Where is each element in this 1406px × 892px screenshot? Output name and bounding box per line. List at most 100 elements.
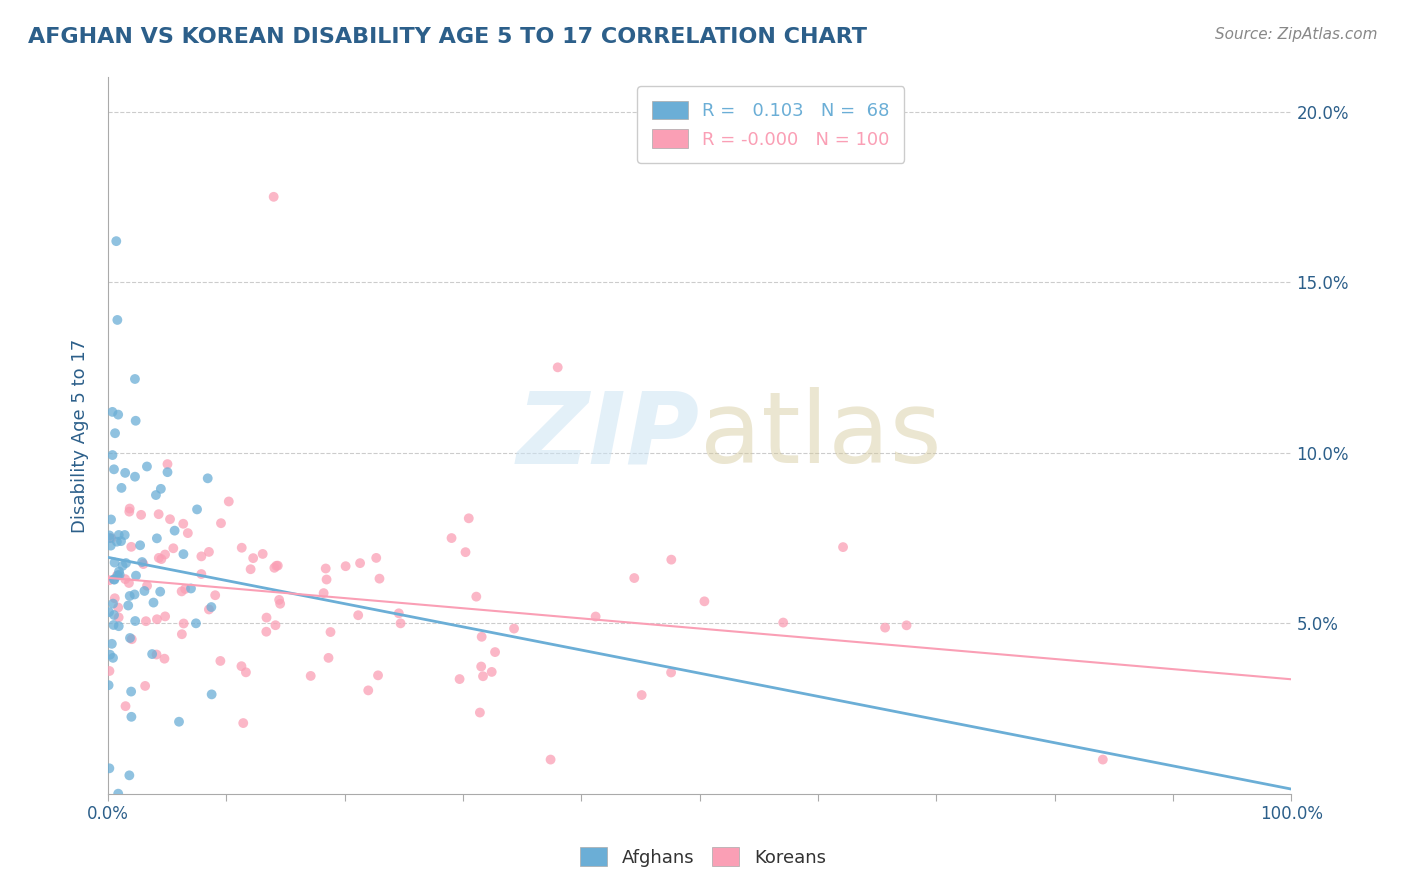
Point xyxy=(103,607,125,622)
Point xyxy=(149,482,172,496)
Text: ZIP: ZIP xyxy=(517,387,700,484)
Point xyxy=(98,648,121,662)
Point xyxy=(103,573,125,587)
Point xyxy=(172,516,194,531)
Point xyxy=(503,622,526,636)
Point xyxy=(263,190,285,204)
Point xyxy=(118,576,141,591)
Point xyxy=(267,558,290,573)
Point xyxy=(111,558,134,573)
Point xyxy=(177,526,200,541)
Point xyxy=(472,669,495,683)
Point xyxy=(256,610,278,624)
Point xyxy=(114,572,136,586)
Point xyxy=(105,234,128,248)
Point xyxy=(186,502,208,516)
Point xyxy=(159,512,181,526)
Point xyxy=(547,360,569,375)
Point xyxy=(368,572,391,586)
Point xyxy=(585,609,607,624)
Point xyxy=(197,471,219,485)
Point xyxy=(1091,753,1114,767)
Point xyxy=(107,619,129,633)
Point xyxy=(254,624,277,639)
Point xyxy=(121,632,143,647)
Point xyxy=(162,541,184,556)
Point xyxy=(204,588,226,602)
Point xyxy=(389,616,412,631)
Point xyxy=(184,616,207,631)
Point xyxy=(201,687,224,701)
Point xyxy=(349,556,371,570)
Legend: Afghans, Koreans: Afghans, Koreans xyxy=(572,840,834,874)
Point xyxy=(100,531,122,545)
Point xyxy=(103,618,125,632)
Point xyxy=(148,507,170,521)
Point xyxy=(153,651,176,665)
Point xyxy=(104,426,127,441)
Point xyxy=(114,699,136,714)
Point xyxy=(115,556,138,570)
Point xyxy=(630,688,652,702)
Point xyxy=(231,541,253,555)
Point xyxy=(231,659,253,673)
Point xyxy=(470,659,492,673)
Point xyxy=(101,448,124,462)
Point xyxy=(107,787,129,801)
Point xyxy=(101,597,124,611)
Point xyxy=(335,559,357,574)
Point xyxy=(659,665,682,680)
Point xyxy=(124,372,146,386)
Point xyxy=(357,683,380,698)
Point xyxy=(134,584,156,599)
Point xyxy=(108,565,131,579)
Point xyxy=(832,540,855,554)
Point xyxy=(242,551,264,566)
Point xyxy=(134,679,156,693)
Point xyxy=(153,609,176,624)
Point xyxy=(239,562,262,576)
Point xyxy=(118,589,141,603)
Point xyxy=(167,714,190,729)
Point xyxy=(209,654,232,668)
Y-axis label: Disability Age 5 to 17: Disability Age 5 to 17 xyxy=(72,338,89,533)
Point xyxy=(457,511,479,525)
Point xyxy=(235,665,257,680)
Point xyxy=(218,494,240,508)
Point xyxy=(875,621,897,635)
Point xyxy=(198,545,221,559)
Point xyxy=(148,550,170,565)
Point xyxy=(659,552,682,566)
Point xyxy=(481,665,503,679)
Point xyxy=(772,615,794,630)
Point xyxy=(98,528,121,542)
Point xyxy=(366,550,388,565)
Point xyxy=(98,531,121,545)
Point xyxy=(104,591,127,606)
Point xyxy=(103,572,125,586)
Point xyxy=(263,561,285,575)
Point xyxy=(266,558,288,573)
Point xyxy=(484,645,506,659)
Point xyxy=(465,590,488,604)
Point xyxy=(315,561,337,575)
Point xyxy=(172,547,194,561)
Point xyxy=(100,512,122,526)
Point xyxy=(145,488,167,502)
Point xyxy=(153,548,176,562)
Point xyxy=(120,710,142,724)
Point xyxy=(232,716,254,731)
Point xyxy=(146,532,169,546)
Point xyxy=(118,631,141,645)
Point xyxy=(105,313,128,327)
Point xyxy=(180,582,202,596)
Point xyxy=(200,600,222,615)
Point xyxy=(124,614,146,628)
Point xyxy=(110,481,132,495)
Point xyxy=(347,608,370,623)
Point xyxy=(103,556,125,570)
Point xyxy=(120,540,142,554)
Point xyxy=(269,597,291,611)
Point xyxy=(120,684,142,698)
Point xyxy=(252,547,274,561)
